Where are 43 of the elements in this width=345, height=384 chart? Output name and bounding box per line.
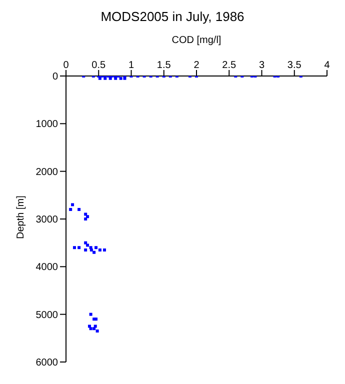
point bbox=[89, 312, 92, 316]
point bbox=[92, 327, 96, 330]
point bbox=[84, 248, 88, 252]
x-tick-label: 3 bbox=[258, 60, 265, 71]
point bbox=[119, 76, 122, 80]
point bbox=[114, 76, 118, 80]
y-tick-label: 5000 bbox=[36, 310, 58, 321]
point bbox=[86, 215, 90, 218]
point bbox=[104, 76, 107, 80]
point bbox=[86, 244, 90, 247]
point bbox=[71, 203, 74, 206]
x-tick-label: 1.5 bbox=[156, 60, 172, 71]
x-tick-label: 0 bbox=[63, 60, 70, 71]
x-axis-title: COD [mg/l] bbox=[172, 35, 222, 46]
x-tick-label: 3.5 bbox=[287, 60, 302, 71]
point bbox=[103, 248, 106, 252]
x-tick-label: 4 bbox=[324, 60, 330, 71]
x-tick-label: 1 bbox=[128, 60, 134, 71]
point bbox=[84, 218, 88, 220]
point bbox=[78, 208, 81, 211]
point bbox=[94, 246, 98, 250]
chart-title: MODS2005 in July, 1986 bbox=[100, 8, 246, 26]
y-tick-label: 4000 bbox=[36, 262, 58, 274]
y-tick-label: 2000 bbox=[36, 166, 58, 178]
point bbox=[78, 246, 81, 250]
y-tick-label: 1000 bbox=[36, 119, 58, 130]
y-axis-title: Depth [m] bbox=[16, 195, 27, 239]
y-tick-label: 6000 bbox=[36, 358, 58, 369]
x-tick-label: 2.5 bbox=[222, 60, 237, 71]
x-tick-label: 0.5 bbox=[92, 60, 106, 71]
point bbox=[92, 250, 96, 254]
point bbox=[98, 248, 102, 252]
point bbox=[89, 327, 92, 330]
point bbox=[72, 246, 76, 250]
x-tick-label: 2 bbox=[194, 60, 200, 71]
y-tick-label: 0 bbox=[52, 72, 58, 83]
point bbox=[84, 212, 88, 216]
point bbox=[96, 330, 99, 333]
point bbox=[123, 76, 126, 80]
point bbox=[69, 208, 72, 211]
point bbox=[98, 76, 102, 80]
point bbox=[108, 76, 112, 80]
y-tick-label: 3000 bbox=[36, 214, 58, 226]
